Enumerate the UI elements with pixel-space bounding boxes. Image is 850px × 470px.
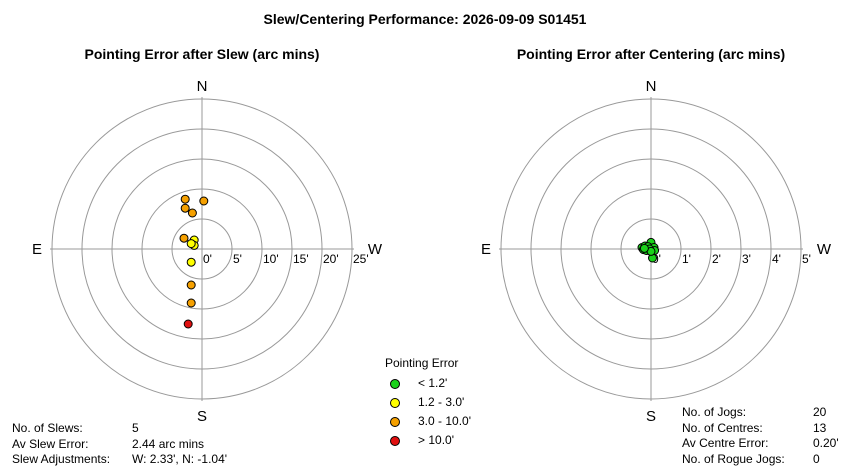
compass-label-w: W [368,241,383,258]
stat-label: Av Centre Error: [682,436,769,450]
stat-value: 0 [813,451,820,466]
stat-row-rogue-jogs: No. of Rogue Jogs: 0 [682,452,842,468]
compass-label-s: S [646,408,656,425]
legend-label: 1.2 - 3.0' [418,395,465,409]
legend-label: < 1.2' [418,376,448,390]
radial-tick-label: 0' [203,252,212,266]
stat-value: W: 2.33', N: -1.04' [132,452,228,466]
stat-row-slew-adjustments: Slew Adjustments: W: 2.33', N: -1.04' [12,452,272,468]
stat-value: 5 [132,421,139,435]
legend-item-yellow: 1.2 - 3.0' [385,393,464,412]
stat-row-centres: No. of Centres: 13 [682,421,842,437]
legend-swatch-orange [390,417,400,427]
stat-label: Slew Adjustments: [12,452,111,466]
stat-row-av-slew-error: Av Slew Error: 2.44 arc mins [12,437,272,453]
legend-swatch-red [390,436,400,446]
radial-tick-label: 2' [712,252,721,266]
slew-error-point [186,239,196,249]
slew-error-point [186,280,196,290]
stat-label: Av Slew Error: [12,436,89,451]
pointing-error-legend: Pointing Error < 1.2' 1.2 - 3.0' 3.0 - 1… [385,356,471,450]
legend-item-green: < 1.2' [385,374,458,393]
compass-label-e: E [481,241,491,258]
radial-tick-label: 4' [772,252,781,266]
slew-error-point [186,298,196,308]
slew-error-point [183,319,193,329]
slew-error-point [179,233,189,243]
compass-label-w: W [817,241,832,258]
main-title: Slew/Centering Performance: 2026-09-09 S… [264,11,587,27]
radial-tick-label: 25' [353,252,369,266]
stat-row-av-centre-error: Av Centre Error: 0.20' [682,436,842,452]
compass-label-s: S [197,408,207,425]
slew-error-point [180,194,190,204]
slew-error-chart: Pointing Error after Slew (arc mins) N S E W… [32,46,383,425]
radial-tick-label: 5' [233,252,242,266]
chart-title: Pointing Error after Slew (arc mins) [85,46,320,62]
stat-label: No. of Jogs: [682,405,747,419]
slew-statistics: No. of Slews: 5 Av Slew Error: 2.44 arc … [12,421,272,468]
stat-label: No. of Rogue Jogs: [682,451,785,466]
slew-error-point [186,257,196,267]
legend-swatch-yellow [390,398,400,408]
stat-value: 2.44 arc mins [132,436,205,451]
stat-value: 13 [813,420,827,435]
compass-label-n: N [646,78,657,95]
legend-title: Pointing Error [385,356,459,370]
compass-label-e: E [32,241,42,258]
centering-error-point [639,243,649,253]
radial-tick-label: 3' [742,252,751,266]
radial-tick-label: 10' [263,252,279,266]
radial-tick-label: 15' [293,252,309,266]
compass-label-n: N [197,78,208,95]
stat-row-jogs: No. of Jogs: 20 [682,405,842,421]
radial-tick-label: 5' [802,252,811,266]
slew-error-point [180,203,190,213]
stat-label: No. of Centres: [682,420,763,435]
legend-item-orange: 3.0 - 10.0' [385,412,471,431]
legend-swatch-green [390,379,400,389]
stat-value: 0.20' [813,436,839,450]
centering-statistics: No. of Jogs: 20 No. of Centres: 13 Av Ce… [682,405,842,467]
centering-error-chart: Pointing Error after Centering (arc mins… [481,46,832,425]
chart-title: Pointing Error after Centering (arc mins… [517,46,785,62]
legend-label: 3.0 - 10.0' [418,414,471,428]
stat-row-slews: No. of Slews: 5 [12,421,272,437]
radial-tick-label: 1' [682,252,691,266]
stat-label: No. of Slews: [12,421,83,435]
slew-error-point [187,208,197,218]
slew-error-point [199,196,209,206]
legend-label: > 10.0' [418,433,454,447]
radial-tick-label: 20' [323,252,339,266]
legend-item-red: > 10.0' [385,431,458,450]
stat-value: 20 [813,405,827,419]
